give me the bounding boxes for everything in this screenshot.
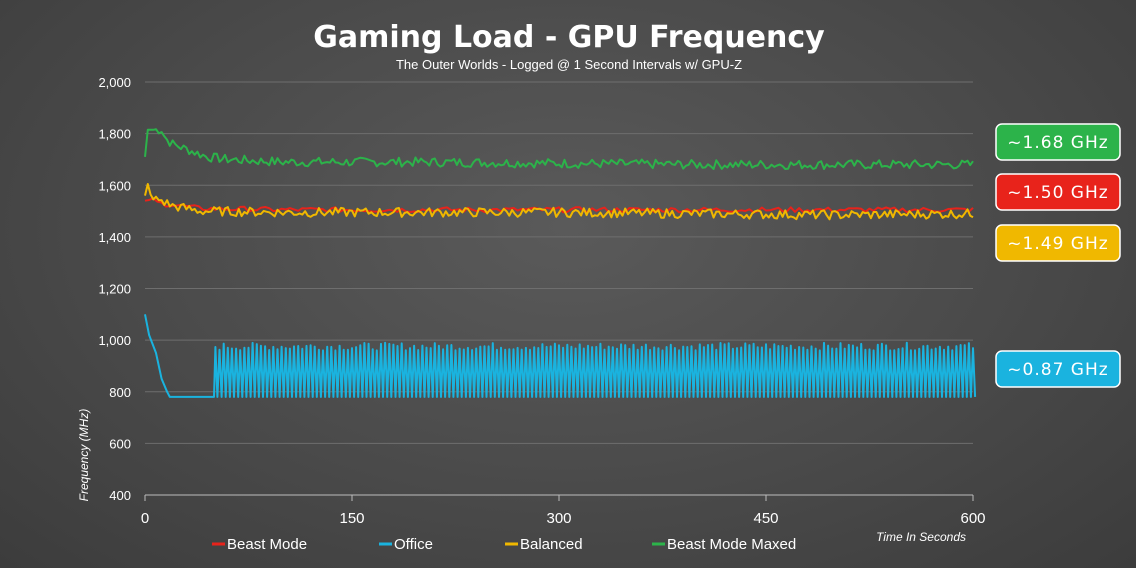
y-tick-label: 2,000 [98, 75, 131, 90]
legend-label: Balanced [520, 536, 583, 553]
y-tick-label: 1,400 [98, 230, 131, 245]
series-line [144, 183, 974, 221]
callout-badge [995, 123, 1121, 161]
series-group [144, 128, 977, 398]
y-tick-label: 1,000 [98, 333, 131, 348]
grid [145, 81, 973, 496]
chart-subtitle: The Outer Worlds - Logged @ 1 Second Int… [396, 57, 742, 72]
legend-label: Office [394, 536, 433, 553]
x-tick-label: 600 [960, 510, 985, 527]
callout-label: ~1.68 GHz [1007, 133, 1108, 153]
series-line [144, 128, 974, 170]
callout-label: ~0.87 GHz [1007, 360, 1108, 380]
callout-label: ~1.49 GHz [1007, 234, 1108, 254]
series-line [144, 314, 977, 398]
series-line [144, 197, 974, 214]
x-tick-label: 300 [546, 510, 571, 527]
y-tick-label: 1,200 [98, 282, 131, 297]
y-tick-label: 1,600 [98, 178, 131, 193]
chart-title: Gaming Load - GPU Frequency [313, 20, 825, 55]
y-tick-label: 1,800 [98, 127, 131, 142]
y-tick-label: 800 [109, 385, 131, 400]
callout-badge [995, 173, 1121, 211]
legend-label: Beast Mode [227, 536, 307, 553]
callout-label: ~1.50 GHz [1007, 183, 1108, 203]
x-tick-label: 0 [141, 510, 149, 527]
y-tick-label: 600 [109, 436, 131, 451]
y-axis-label: Frequency (MHz) [77, 409, 91, 502]
callout-badge [995, 350, 1121, 388]
x-tick-label: 150 [339, 510, 364, 527]
legend-label: Beast Mode Maxed [667, 536, 796, 553]
y-tick-label: 400 [109, 488, 131, 503]
legend: Beast Mode Office Balanced Beast Mode Maxed [212, 536, 796, 553]
callouts: ~1.68 GHz ~1.50 GHz ~1.49 GHz ~0.87 GHz [995, 123, 1121, 388]
x-tick-label: 450 [753, 510, 778, 527]
callout-badge [995, 224, 1121, 262]
x-axis-label: Time In Seconds [876, 530, 966, 544]
axes: 2,000 1,800 1,600 1,400 1,200 1,000 800 600 400 0… [98, 75, 985, 527]
